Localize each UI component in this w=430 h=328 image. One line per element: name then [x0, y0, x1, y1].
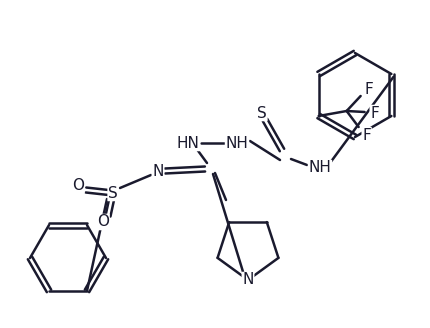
Text: N: N [152, 165, 164, 179]
Text: S: S [257, 106, 267, 120]
Text: S: S [108, 186, 118, 200]
Text: NH: NH [226, 135, 249, 151]
Text: F: F [370, 106, 379, 120]
Text: F: F [364, 81, 373, 96]
Text: N: N [243, 273, 254, 288]
Text: O: O [97, 215, 109, 230]
Text: HN: HN [177, 135, 200, 151]
Text: NH: NH [309, 160, 332, 175]
Text: O: O [72, 177, 84, 193]
Text: F: F [362, 128, 371, 142]
